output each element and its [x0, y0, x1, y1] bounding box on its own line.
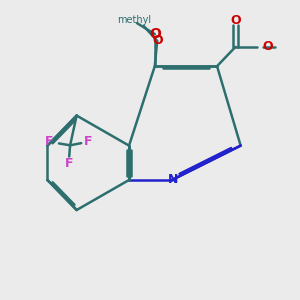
Text: F: F	[84, 135, 93, 148]
Text: F: F	[64, 157, 73, 170]
Text: O: O	[153, 34, 164, 47]
Text: methyl: methyl	[118, 15, 152, 25]
Text: O: O	[149, 27, 161, 41]
Text: N: N	[168, 173, 178, 187]
Text: O: O	[230, 14, 241, 27]
Text: O: O	[262, 40, 272, 53]
Text: F: F	[44, 135, 53, 148]
